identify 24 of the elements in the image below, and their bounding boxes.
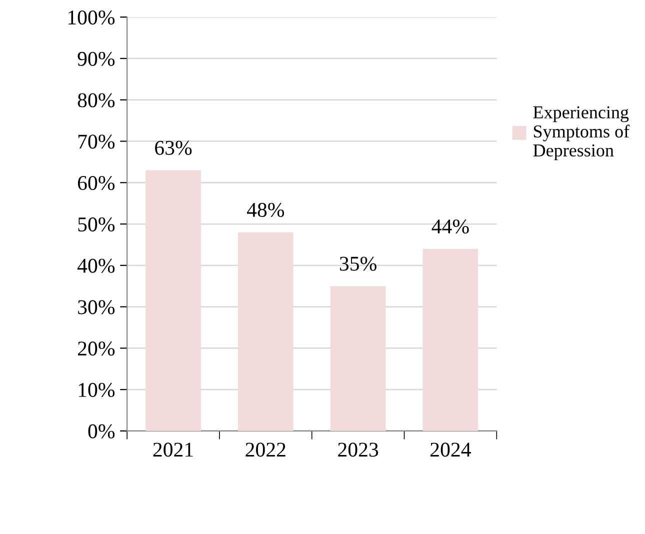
y-tick-label: 30% bbox=[78, 300, 115, 314]
text: 44% bbox=[432, 219, 469, 234]
y-tick-label: 50% bbox=[78, 217, 115, 232]
y-tick-label: 80% bbox=[78, 93, 115, 108]
y-tick-label: 100% bbox=[68, 10, 115, 25]
text: 63% bbox=[155, 140, 192, 155]
bar bbox=[146, 170, 201, 431]
bar bbox=[238, 232, 294, 431]
text: 48% bbox=[246, 202, 284, 218]
text: 35% bbox=[340, 256, 376, 271]
bar bbox=[422, 248, 478, 431]
y-tick-label: 0% bbox=[88, 424, 115, 438]
y-tick-label: 70% bbox=[78, 134, 115, 149]
y-tick-label: 10% bbox=[78, 382, 115, 398]
x-tick-label: 2023 bbox=[338, 442, 378, 457]
y-tick-label: 40% bbox=[77, 258, 115, 273]
y-tick-label: 90% bbox=[78, 52, 115, 66]
x-tick-label: 2021 bbox=[153, 442, 193, 457]
x-tick-label: 2024 bbox=[430, 442, 471, 457]
x-tick-label: 2022 bbox=[246, 442, 286, 457]
y-tick-label: 60% bbox=[78, 176, 115, 190]
legend-label: Experiencing Symptoms of Depression bbox=[533, 106, 630, 160]
bar bbox=[330, 286, 386, 431]
y-tick-label: 20% bbox=[78, 342, 115, 356]
